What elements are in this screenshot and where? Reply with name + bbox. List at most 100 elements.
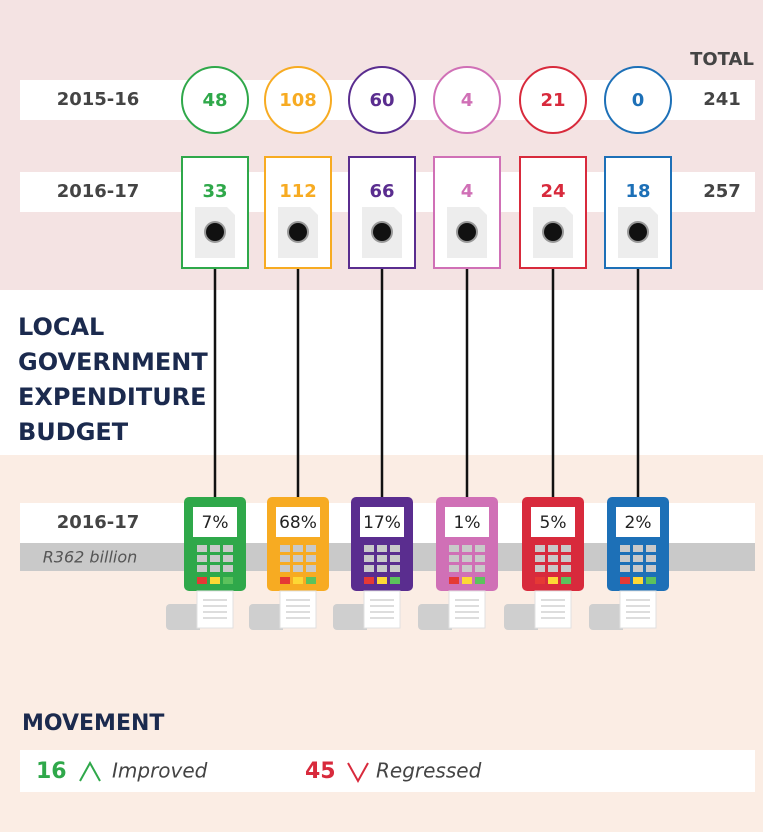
circle-badge: [181, 66, 249, 134]
key: [223, 565, 233, 572]
key: [535, 565, 545, 572]
circle-badge: [604, 66, 672, 134]
value: 33: [202, 181, 227, 202]
key: [306, 565, 316, 572]
key: [620, 555, 630, 562]
terminal-screen: [276, 507, 320, 537]
value: 21: [540, 90, 565, 111]
key: [633, 545, 643, 552]
key: [377, 545, 387, 552]
terminal-screen: [531, 507, 575, 537]
key: [449, 545, 459, 552]
key: [561, 555, 571, 562]
key: [633, 565, 643, 572]
receipt-roll: [504, 604, 538, 630]
key: [210, 565, 220, 572]
key: [210, 555, 220, 562]
title-line: BUDGET: [18, 418, 129, 446]
key: [475, 565, 485, 572]
value: 112: [279, 181, 317, 202]
budget-label: 2016-17: [57, 512, 140, 533]
receipt-paper: [534, 590, 572, 629]
down-chevron: [347, 762, 369, 784]
key: [280, 545, 290, 552]
plug: [206, 223, 224, 241]
receipt-paper: [619, 590, 657, 629]
key: [548, 555, 558, 562]
key: [364, 545, 374, 552]
key: [197, 577, 207, 584]
key: [293, 555, 303, 562]
share: 2%: [625, 513, 652, 533]
key: [561, 565, 571, 572]
budget-amount: R362 billion: [43, 548, 138, 567]
share: 7%: [202, 513, 229, 533]
value: 66: [369, 181, 394, 202]
circle-badge: [348, 66, 416, 134]
plug: [289, 223, 307, 241]
key: [364, 577, 374, 584]
key: [293, 577, 303, 584]
key: [197, 555, 207, 562]
key: [197, 565, 207, 572]
key: [449, 565, 459, 572]
improved-label: Improved: [112, 759, 208, 783]
key: [462, 565, 472, 572]
key: [462, 577, 472, 584]
key: [475, 555, 485, 562]
terminal-screen: [360, 507, 404, 537]
key: [364, 565, 374, 572]
key: [377, 577, 387, 584]
key: [620, 565, 630, 572]
key: [535, 577, 545, 584]
value: 48: [202, 90, 227, 111]
key: [223, 555, 233, 562]
share: 1%: [454, 513, 481, 533]
terminal-screen: [193, 507, 237, 537]
value: 60: [369, 90, 394, 111]
circle-badge: [264, 66, 332, 134]
key: [210, 577, 220, 584]
row-label: 2015-16: [57, 89, 140, 110]
key: [293, 565, 303, 572]
key: [280, 565, 290, 572]
title-line: GOVERNMENT: [18, 348, 208, 376]
key: [548, 565, 558, 572]
receipt-paper: [363, 590, 401, 629]
key: [475, 577, 485, 584]
key: [561, 545, 571, 552]
share: 5%: [540, 513, 567, 533]
row-label: 2016-17: [57, 181, 140, 202]
key: [646, 545, 656, 552]
row-total: 257: [703, 181, 741, 202]
key: [620, 545, 630, 552]
key: [293, 545, 303, 552]
share: 68%: [279, 513, 317, 533]
key: [462, 555, 472, 562]
total-label: TOTAL: [690, 49, 754, 70]
receipt-roll: [333, 604, 367, 630]
key: [449, 577, 459, 584]
share: 17%: [363, 513, 401, 533]
key: [306, 555, 316, 562]
receipt-roll: [589, 604, 623, 630]
key: [223, 545, 233, 552]
up-chevron: [79, 760, 101, 782]
receipt-paper: [196, 590, 234, 629]
value: 18: [625, 181, 650, 202]
key: [223, 577, 233, 584]
circle-badge: [433, 66, 501, 134]
terminal-screen: [445, 507, 489, 537]
key: [377, 565, 387, 572]
key: [462, 545, 472, 552]
regressed-count: 45: [305, 759, 336, 784]
circle-badge: [519, 66, 587, 134]
key: [390, 545, 400, 552]
regressed-label: Regressed: [376, 759, 482, 783]
receipt-paper: [448, 590, 486, 629]
key: [280, 555, 290, 562]
value: 4: [461, 181, 474, 202]
row-total: 241: [703, 89, 741, 110]
key: [475, 545, 485, 552]
